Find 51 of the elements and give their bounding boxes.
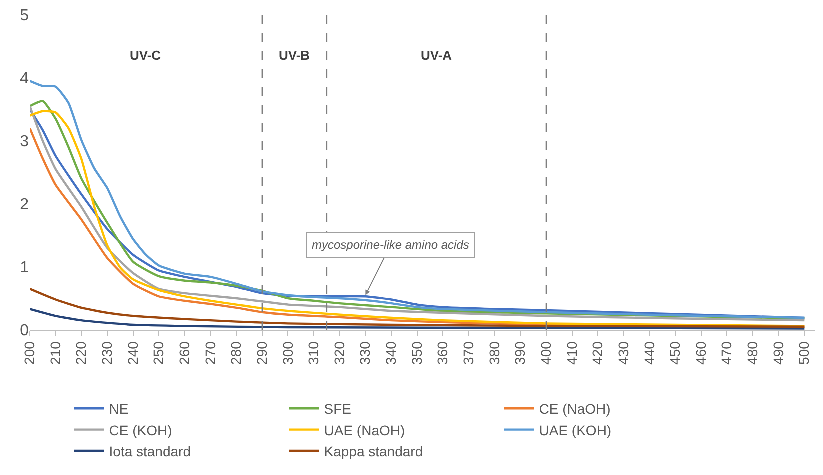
x-tick-label: 230 — [99, 341, 116, 365]
annotation: mycosporine-like amino acids — [312, 238, 470, 252]
x-tick-label: 500 — [796, 341, 812, 365]
x-tick-label: 310 — [306, 341, 322, 365]
x-tick-label: 200 — [22, 341, 38, 365]
x-tick-label: 250 — [150, 341, 167, 365]
x-tick-label: 340 — [383, 341, 400, 365]
x-tick-label: 480 — [744, 341, 761, 365]
x-tick-label: 320 — [331, 341, 348, 365]
x-tick-label: 380 — [486, 341, 502, 365]
y-tick-label: 3 — [20, 134, 30, 151]
y-tick-label: 0 — [20, 322, 30, 340]
x-tick-label: 220 — [73, 341, 90, 365]
x-tick-label: 440 — [641, 341, 658, 365]
x-tick-label: 350 — [408, 341, 425, 365]
legend-label: UAE (KOH) — [539, 422, 612, 438]
x-tick-label: 290 — [254, 341, 270, 365]
legend-label: UAE (NaOH) — [324, 422, 406, 438]
x-tick-label: 420 — [590, 341, 606, 365]
x-tick-label: 330 — [357, 341, 374, 365]
x-tick-label: 300 — [280, 341, 296, 365]
legend-label: CE (KOH) — [109, 422, 172, 438]
line-series — [30, 308, 806, 330]
y-tick-label: 1 — [20, 260, 30, 277]
legend-label: CE (NaOH) — [539, 401, 611, 418]
y-tick-label: 4 — [20, 70, 30, 88]
annotation: UV-A — [421, 48, 453, 63]
legend-label: Iota standard — [109, 443, 191, 460]
annotation: UV-B — [279, 48, 310, 63]
x-tick-label: 400 — [538, 341, 554, 365]
annotation: UV-C — [130, 48, 162, 63]
x-tick-label: 260 — [176, 341, 192, 365]
x-tick-label: 450 — [667, 341, 684, 365]
x-tick-label: 280 — [228, 341, 244, 365]
x-tick-label: 460 — [692, 341, 709, 365]
x-tick-label: 410 — [564, 341, 580, 365]
legend-label: SFE — [324, 401, 352, 418]
x-tick-label: 490 — [770, 341, 786, 365]
x-tick-label: 470 — [718, 341, 735, 365]
x-tick-label: 360 — [434, 341, 451, 365]
y-tick-label: 5 — [20, 8, 30, 25]
legend-label: NE — [109, 401, 129, 418]
x-tick-label: 240 — [124, 341, 141, 365]
x-tick-label: 370 — [460, 341, 477, 365]
x-tick-label: 270 — [202, 341, 218, 365]
line-series — [30, 288, 806, 328]
x-tick-label: 210 — [47, 341, 64, 365]
x-tick-label: 430 — [615, 341, 632, 365]
legend-label: Kappa standard — [324, 443, 424, 460]
y-tick-label: 2 — [20, 196, 30, 214]
x-tick-label: 390 — [512, 341, 528, 365]
